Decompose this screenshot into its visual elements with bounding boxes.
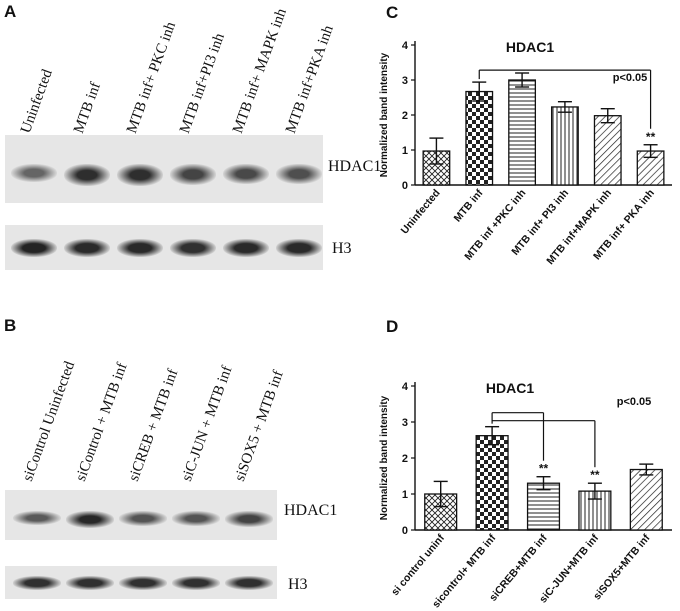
hdac1-band: [170, 163, 216, 185]
hdac1-blot-b: [5, 490, 277, 540]
h3-band: [172, 575, 220, 590]
bar: [508, 79, 537, 186]
h3-band: [170, 238, 216, 258]
h3-band: [225, 575, 273, 590]
hdac1-band: [223, 163, 269, 185]
hdac1-band: [11, 163, 57, 183]
hdac1-label-a: HDAC1: [328, 158, 382, 175]
significance-mark: **: [539, 462, 549, 476]
hdac1-band: [13, 511, 61, 526]
y-tick-label: 1: [402, 489, 408, 501]
category-label: si control uninf: [389, 532, 447, 598]
panel-b-label: B: [4, 316, 17, 335]
hdac1-band: [119, 511, 167, 526]
bar: [465, 90, 494, 186]
bar: [629, 468, 663, 531]
y-tick-label: 3: [402, 75, 408, 87]
h3-band: [276, 238, 322, 258]
h3-band: [11, 238, 57, 258]
h3-band: [223, 238, 269, 258]
panel-a-label: A: [4, 2, 17, 21]
category-label: MTB inf: [452, 187, 486, 225]
bar: [550, 106, 579, 186]
h3-label-a: H3: [332, 240, 352, 257]
h3-band: [13, 575, 61, 590]
y-tick-label: 4: [402, 381, 409, 393]
bar: [475, 435, 509, 531]
h3-blot-b: [5, 566, 277, 599]
y-axis-label: Normalized band intensity: [379, 395, 390, 520]
h3-band: [119, 575, 167, 590]
hdac1-band: [117, 163, 163, 187]
y-axis-label: Normalized band intensity: [379, 52, 390, 177]
p-value-label: p<0.05: [613, 72, 648, 84]
y-tick-label: 2: [402, 110, 408, 122]
chart-title: HDAC1: [506, 39, 554, 55]
h3-band: [66, 575, 114, 590]
h3-band: [64, 238, 110, 258]
chart-d: HDAC1 Normalized band intensity 0 1 2 3 4 si co…: [379, 380, 672, 610]
p-value-label: p<0.05: [617, 396, 652, 408]
hdac1-band: [276, 163, 322, 184]
hdac1-blot-a: [5, 135, 323, 203]
hdac1-label-b: HDAC1: [284, 502, 338, 519]
panel-d-label: D: [386, 317, 398, 336]
hdac1-band: [225, 511, 273, 527]
y-tick-label: 1: [402, 145, 408, 157]
chart-c: HDAC1 Normalized band intensity 0 1 2 3 4 Uninf…: [379, 39, 672, 267]
hdac1-band: [172, 511, 220, 526]
y-tick-label: 0: [402, 525, 408, 537]
y-tick-label: 4: [402, 40, 409, 52]
significance-mark: **: [590, 468, 600, 482]
category-label: Uninfected: [399, 187, 443, 236]
category-label: siSOX5+MTB inf: [591, 532, 653, 602]
bar: [593, 115, 622, 186]
hdac1-band: [64, 163, 110, 187]
y-tick-label: 0: [402, 180, 408, 192]
y-tick-label: 2: [402, 453, 408, 465]
chart-title: HDAC1: [486, 380, 534, 396]
hdac1-band: [66, 511, 114, 528]
significance-mark: **: [646, 130, 656, 144]
h3-band: [117, 238, 163, 258]
h3-label-b: H3: [288, 576, 308, 593]
panel-c-label: C: [386, 3, 398, 22]
y-tick-label: 3: [402, 417, 408, 429]
h3-blot-a: [5, 225, 323, 270]
